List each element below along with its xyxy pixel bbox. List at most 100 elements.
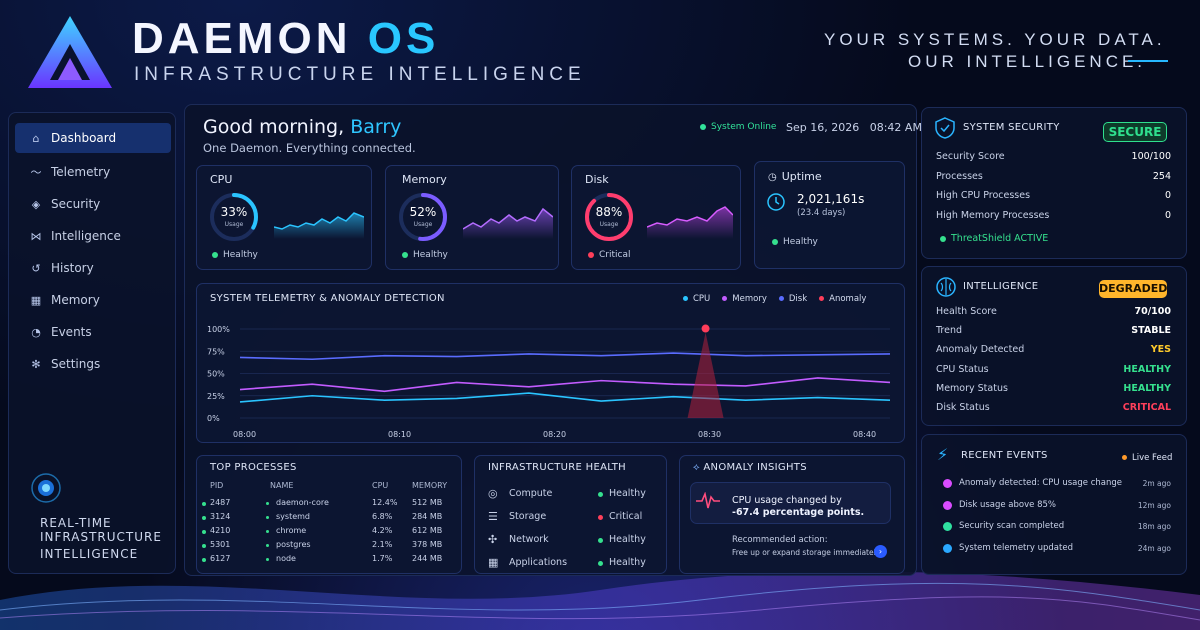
health-status: Healthy [609, 557, 646, 568]
sidebar-item-settings[interactable]: ✻ Settings [15, 349, 171, 379]
action-arrow-button[interactable]: › [874, 545, 887, 558]
uptime-label: ◷ Uptime [768, 170, 822, 183]
telemetry-card [196, 283, 905, 443]
legend-dot [722, 296, 728, 301]
intelligence-row-label: Anomaly Detected [936, 344, 1025, 356]
intelligence-row-label: Health Score [936, 306, 997, 317]
table-cell: 1.7% [372, 554, 393, 563]
legend-item: Anomaly [819, 294, 866, 304]
intelligence-row-value: STABLE [1131, 325, 1171, 337]
status-dot [266, 516, 269, 519]
degraded-badge: DEGRADED [1099, 280, 1167, 298]
sidebar-item-dashboard[interactable]: ⌂ Dashboard [15, 123, 171, 153]
table-cell: 378 MB [412, 540, 443, 549]
memory-card[interactable] [385, 165, 559, 270]
event-dot [943, 522, 952, 531]
logo-icon [28, 16, 112, 88]
pulse-icon: 〜 [30, 166, 42, 179]
intelligence-row-value: YES [1150, 344, 1171, 356]
legend-label: CPU [693, 294, 711, 304]
table-cell: chrome [276, 526, 307, 535]
table-cell: 2.1% [372, 540, 393, 549]
status-dot [202, 544, 206, 548]
uptime-card[interactable] [754, 161, 905, 269]
event-text: Security scan completed [959, 521, 1065, 531]
shield-check-icon [935, 117, 955, 139]
cpu-gauge [210, 193, 258, 241]
intelligence-title: INTELLIGENCE [963, 281, 1039, 292]
cpu-card[interactable] [196, 165, 372, 270]
x-tick-label: 08:30 [698, 430, 721, 439]
x-tick-label: 08:20 [543, 430, 566, 439]
event-dot [943, 479, 952, 488]
table-header: MEMORY [412, 481, 448, 490]
table-cell: 284 MB [412, 512, 443, 521]
intelligence-row-label: Trend [936, 325, 962, 337]
sidebar-item-events[interactable]: ◔ Events [15, 317, 171, 347]
sidebar-item-memory[interactable]: ▦ Memory [30, 293, 100, 307]
sidebar-item-history[interactable]: ↺ History [15, 253, 171, 283]
greeting: Good morning, Barry [203, 116, 402, 138]
cpu-sub: Usage [224, 221, 244, 228]
health-status: Critical [609, 511, 643, 522]
table-cell: node [276, 554, 296, 563]
status-dot [598, 538, 603, 543]
status-dot [202, 530, 206, 534]
intelligence-row-value: HEALTHY [1123, 382, 1171, 394]
status-dot [266, 530, 269, 533]
brain-icon [936, 277, 956, 297]
table-cell: 612 MB [412, 526, 443, 535]
disk-label: Disk [585, 173, 609, 186]
table-header: NAME [270, 481, 294, 490]
security-row-value: 0 [1164, 190, 1171, 201]
brand-title: DAEMON OS [132, 14, 440, 63]
status-dot [266, 558, 269, 561]
uptime-sub: (23.4 days) [797, 208, 846, 218]
table-cell: 6.8% [372, 512, 393, 521]
tagline-2: OUR INTELLIGENCE. [908, 52, 1147, 71]
y-tick-label: 100% [207, 325, 230, 334]
intelligence-row-value: HEALTHY [1123, 363, 1171, 375]
series-line-cpu [239, 392, 891, 403]
clock-icon: ◷ [768, 172, 777, 183]
sidebar-item-intelligence[interactable]: ⋈ Intelligence [30, 229, 121, 243]
anomaly-text-2: -67.4 percentage points. [732, 507, 865, 518]
legend-dot [683, 296, 688, 301]
table-cell: 3124 [210, 512, 231, 521]
status-dot [598, 515, 603, 520]
table-cell: 512 MB [412, 498, 443, 507]
legend-label: Disk [788, 294, 808, 304]
sidebar-item-telemetry[interactable]: 〜 Telemetry [30, 165, 111, 179]
table-cell: 4.2% [372, 526, 393, 535]
legend-dot [778, 296, 784, 301]
system-status: System Online [700, 122, 776, 132]
uptime-status: Healthy [772, 237, 818, 247]
x-tick-label: 08:40 [853, 430, 876, 439]
health-name: Storage [509, 511, 547, 522]
datetime: Sep 16, 2026 08:42 AM [786, 121, 922, 134]
events-title: RECENT EVENTS [961, 450, 1048, 461]
legend-label: Anomaly [829, 294, 867, 304]
table-cell: 12.4% [372, 498, 398, 507]
event-text: System telemetry updated [959, 542, 1073, 553]
disk-status: Critical [588, 250, 630, 260]
memory-sub: Usage [413, 221, 433, 228]
security-row-value: 100/100 [1131, 151, 1171, 162]
uptime-value: 2,021,161s [797, 192, 865, 206]
disk-gauge [585, 193, 633, 241]
bolt-icon: ⚡ [937, 445, 949, 464]
action-label: Recommended action: [732, 535, 828, 545]
anomaly-title: ⟡ ANOMALY INSIGHTS [693, 462, 807, 473]
health-name: Network [509, 534, 549, 545]
sidebar-item-security[interactable]: ◈ Security [15, 189, 171, 219]
table-header: PID [210, 481, 224, 490]
status-dot [266, 502, 269, 505]
memory-sparkline [463, 207, 553, 239]
cpu-status: Healthy [212, 250, 258, 260]
status-dot [598, 492, 603, 497]
intelligence-row-label: CPU Status [936, 363, 989, 375]
security-row-value: 0 [1164, 209, 1171, 221]
live-feed[interactable]: Live Feed [1122, 453, 1172, 463]
secure-badge: SECURE [1103, 122, 1167, 142]
event-text: Anomaly detected: CPU usage change [959, 478, 1122, 488]
